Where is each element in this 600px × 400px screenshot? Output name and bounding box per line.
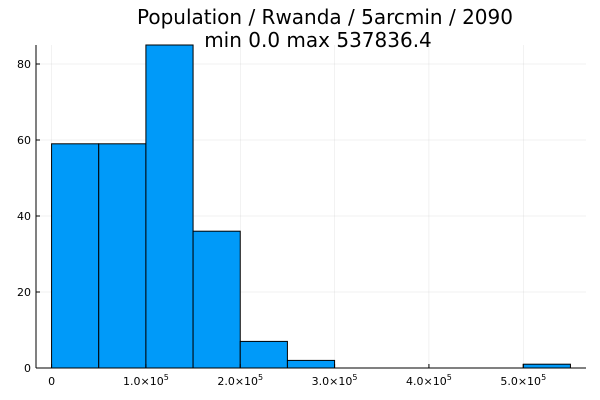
y-tick-label: 40 <box>17 210 31 223</box>
x-tick-label: 4.0×105 <box>406 373 452 388</box>
y-tick-label: 20 <box>17 286 31 299</box>
x-tick-label: 3.0×105 <box>312 373 358 388</box>
y-tick-label: 80 <box>17 58 31 71</box>
histogram-bar <box>145 44 194 369</box>
axes <box>35 45 586 369</box>
histogram-bar <box>239 340 288 369</box>
histogram-bar <box>98 143 147 369</box>
y-tick-label: 60 <box>17 134 31 147</box>
tick-labels: 0 20 40 60 80 0 1.0×105 2.0×105 3.0×105 4.0×105 5.… <box>17 58 546 388</box>
chart-title: Population / Rwanda / 5arcmin / 2090 <box>137 5 513 29</box>
bars <box>51 44 571 369</box>
x-tick-label: 2.0×105 <box>217 373 263 388</box>
histogram-bar <box>522 363 571 369</box>
x-tick-label: 1.0×105 <box>123 373 169 388</box>
x-tick-label: 5.0×105 <box>500 373 546 388</box>
x-tick-label: 0 <box>48 375 55 388</box>
histogram-bar <box>51 143 100 369</box>
histogram-bar <box>286 359 336 369</box>
chart-subtitle: min 0.0 max 537836.4 <box>204 28 432 52</box>
y-tick-label: 0 <box>24 362 31 375</box>
histogram-bar <box>192 230 241 369</box>
